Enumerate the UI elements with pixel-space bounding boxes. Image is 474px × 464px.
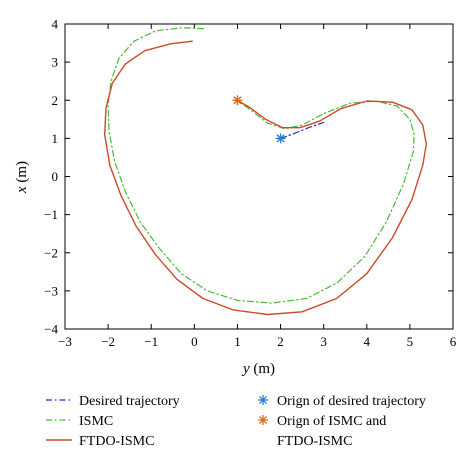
legend-item-desired: Desired trajectory <box>46 394 180 409</box>
legend-item-origin-desired: Orign of desired trajectory <box>258 394 426 409</box>
legend-label-ftdo: FTDO-ISMC <box>79 434 154 449</box>
y-tick-label: 0 <box>52 169 59 184</box>
y-axis-label: x (m) <box>14 161 30 194</box>
origin-desired-marker <box>275 133 286 144</box>
plot-area-frame <box>64 23 454 330</box>
legend-label-origin-ismc-line1: Orign of ISMC and <box>277 414 386 429</box>
x-tick-label: 3 <box>320 334 327 349</box>
legend-label-desired: Desired trajectory <box>79 394 180 409</box>
x-tick-label: 1 <box>234 334 241 349</box>
x-tick-label: 4 <box>364 334 371 349</box>
x-tick-label: 6 <box>450 334 457 349</box>
series-lines <box>104 27 427 316</box>
series-line-desired-trajectory <box>280 121 325 139</box>
x-tick-label: −1 <box>144 334 158 349</box>
legend-label-ismc: ISMC <box>79 414 113 429</box>
y-tick-label: 1 <box>52 131 59 146</box>
origin-ismc-marker <box>232 95 243 106</box>
y-tick-label: −4 <box>44 322 58 337</box>
x-tick-label: 0 <box>191 334 198 349</box>
legend-label-origin-ismc-line2: FTDO-ISMC <box>277 434 352 449</box>
x-tick-label: 5 <box>407 334 414 349</box>
legend-item-ftdo: FTDO-ISMC <box>46 434 154 449</box>
y-tick-label: 3 <box>52 55 59 70</box>
y-axis-unit: (m) <box>14 161 30 186</box>
legend-asterisk-blue-icon <box>258 395 268 405</box>
legend: Desired trajectory ISMC FTDO-ISMC Orign … <box>46 394 426 449</box>
x-tick-label: −2 <box>101 334 115 349</box>
y-tick-label: 2 <box>52 93 59 108</box>
legend-item-ismc: ISMC <box>46 414 113 429</box>
series-line-ftdo-ismc <box>104 40 427 316</box>
legend-item-origin-ismc: Orign of ISMC and FTDO-ISMC <box>258 414 386 449</box>
y-tick-label: −2 <box>44 245 58 260</box>
y-tick-label: 4 <box>52 17 59 32</box>
y-tick-label: −3 <box>44 283 58 298</box>
legend-asterisk-orange-icon <box>258 415 268 425</box>
x-axis-unit: (m) <box>250 361 275 377</box>
y-tick-label: −1 <box>44 207 58 222</box>
x-tick-label: −3 <box>58 334 72 349</box>
x-axis-variable: y <box>241 361 250 377</box>
x-axis-label: y (m) <box>241 361 275 377</box>
x-tick-label: 2 <box>277 334 284 349</box>
series-line-ismc <box>107 27 415 304</box>
y-axis-variable: x <box>14 186 30 194</box>
legend-label-origin-desired: Orign of desired trajectory <box>277 394 426 409</box>
origin-markers <box>232 95 286 144</box>
